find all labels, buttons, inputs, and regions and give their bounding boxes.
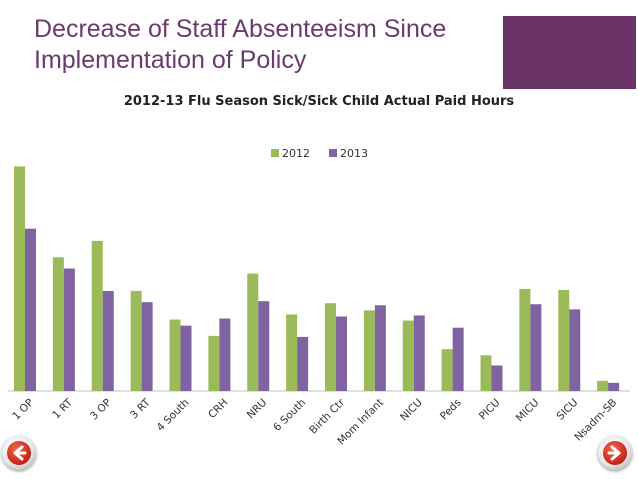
x-tick-label: SICU <box>554 397 580 423</box>
x-tick-label: MICU <box>514 397 542 425</box>
bar-2012-14 <box>558 289 570 391</box>
bar-2012-5 <box>208 335 220 391</box>
bar-2012-2 <box>91 240 103 391</box>
legend-swatch-2012 <box>271 149 279 157</box>
bar-2013-13 <box>530 304 542 391</box>
bar-2012-12 <box>480 355 492 391</box>
slide-title: Decrease of Staff Absenteeism Since Impl… <box>34 14 504 76</box>
bar-2013-8 <box>336 316 347 391</box>
bar-2013-5 <box>219 318 231 391</box>
x-tick-label: Birth Ctr <box>307 396 347 436</box>
x-tick-label: 3 OP <box>88 397 114 423</box>
bar-2012-0 <box>14 166 25 391</box>
bar-2012-1 <box>52 257 64 391</box>
bar-2012-13 <box>519 288 531 391</box>
chart-title: 2012-13 Flu Season Sick/Sick Child Actua… <box>123 94 515 109</box>
x-tick-label: 1 RT <box>50 396 75 421</box>
x-tick-label: 6 South <box>271 397 308 434</box>
bar-2012-3 <box>130 290 142 391</box>
arrow-right-icon <box>607 445 621 461</box>
arrow-left-icon <box>13 445 27 461</box>
bar-2013-6 <box>258 301 270 391</box>
bar-2012-9 <box>363 310 375 391</box>
bar-2012-15 <box>597 380 609 391</box>
x-tick-label: 1 OP <box>10 397 36 423</box>
legend-label-2012: 2012 <box>282 147 310 160</box>
bar-2013-0 <box>25 228 36 391</box>
bar-2012-10 <box>402 320 414 391</box>
back-button[interactable] <box>2 436 36 470</box>
slide-title-line2: Implementation of Policy <box>34 46 307 74</box>
bar-2012-11 <box>441 349 453 391</box>
bar-2013-1 <box>63 268 75 391</box>
x-tick-label: 3 RT <box>128 396 153 421</box>
bar-2013-4 <box>180 325 192 391</box>
bar-2013-12 <box>491 365 503 391</box>
x-tick-label: 4 South <box>154 397 191 434</box>
x-tick-label: PICU <box>477 397 503 423</box>
bar-2013-7 <box>297 336 309 391</box>
bar-2013-11 <box>452 327 464 391</box>
bar-2013-14 <box>569 309 581 391</box>
x-tick-label: NRU <box>245 397 270 422</box>
bar-2012-8 <box>325 303 336 391</box>
bar-2013-2 <box>102 290 114 391</box>
forward-button[interactable] <box>598 436 632 470</box>
bar-2012-4 <box>169 319 181 391</box>
bar-2012-7 <box>286 314 298 391</box>
x-tick-label: NICU <box>398 397 425 424</box>
bar-2013-9 <box>374 305 386 391</box>
x-tick-label: Peds <box>438 397 464 423</box>
bar-2013-15 <box>608 382 620 391</box>
bar-2012-6 <box>247 273 259 391</box>
slide-title-line1: Decrease of Staff Absenteeism Since <box>34 15 447 43</box>
bar-2013-3 <box>141 302 153 391</box>
legend-label-2013: 2013 <box>340 147 368 160</box>
x-tick-label: CRH <box>206 397 230 421</box>
accent-block <box>503 16 636 89</box>
legend-swatch-2013 <box>329 149 337 157</box>
bar-2013-10 <box>413 315 425 391</box>
